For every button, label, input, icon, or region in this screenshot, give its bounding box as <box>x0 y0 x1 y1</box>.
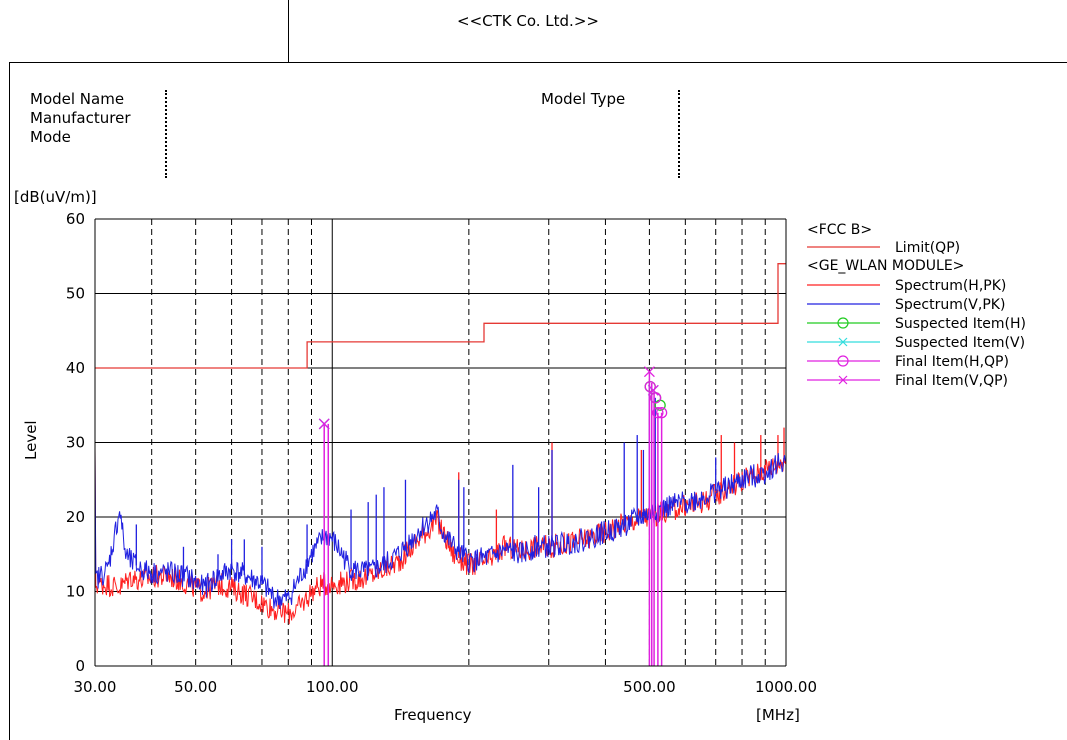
marker-x <box>643 366 655 378</box>
legend-marker-circle <box>837 317 849 329</box>
y-tick-label: 60 <box>66 210 85 228</box>
legend-entry-label: Spectrum(V,PK) <box>895 297 1005 313</box>
marker-x <box>318 418 330 430</box>
header-divider <box>288 62 1067 63</box>
legend-marker-x <box>838 375 848 385</box>
y-tick-label: 40 <box>66 359 85 377</box>
chart-data-layer <box>94 263 787 666</box>
manufacturer-label: Manufacturer <box>30 109 131 127</box>
x-axis-title: Frequency <box>394 706 472 724</box>
x-tick-label: 50.00 <box>174 678 217 696</box>
y-tick-label: 30 <box>66 434 85 452</box>
mode-label: Mode <box>30 128 71 146</box>
marker-circle <box>652 407 664 419</box>
legend-entry-label: Suspected Item(H) <box>895 316 1026 332</box>
y-tick-label: 0 <box>75 657 85 675</box>
company-header: <<CTK Co. Ltd.>> <box>457 12 599 30</box>
info-colon-dots-right <box>678 90 680 178</box>
series-limit-line <box>95 263 786 369</box>
info-colon-dots-left <box>165 90 167 178</box>
model-type-label: Model Type <box>541 90 626 108</box>
x-tick-label: 1000.00 <box>755 678 817 696</box>
legend-entry-label: Final Item(H,QP) <box>895 354 1009 370</box>
x-tick-label: 500.00 <box>623 678 676 696</box>
legend-marker-circle <box>837 355 849 367</box>
marker-circle <box>644 380 656 393</box>
y-unit-label: [dB(uV/m)] <box>14 188 97 206</box>
x-unit-label: [MHz] <box>756 706 800 724</box>
legend-entry-label: Spectrum(H,PK) <box>895 278 1006 294</box>
series-spectrum-v <box>94 450 786 610</box>
y-tick-label: 20 <box>66 508 85 526</box>
legend-entry-label: Suspected Item(V) <box>895 335 1025 351</box>
marker-circle <box>655 407 668 419</box>
chart-grid <box>95 218 786 667</box>
chart-legend: <FCC B> Limit(QP) <GE_WLAN MODULE> Spectrum… <box>807 222 1026 389</box>
legend-group-label: <GE_WLAN MODULE> <box>807 258 964 274</box>
chart-axis-layer: 0 10 20 30 40 50 60 30.00 50.00 100.00 500.00 1000.… <box>66 210 817 696</box>
legend-group-label: <FCC B> <box>807 222 872 238</box>
legend-entry-label: Final Item(V,QP) <box>895 373 1008 389</box>
marker-x <box>647 384 659 396</box>
model-name-label: Model Name <box>30 90 125 108</box>
legend-entry-label: Limit(QP) <box>895 240 960 256</box>
series-spectrum-h <box>94 447 787 625</box>
x-tick-label: 100.00 <box>306 678 359 696</box>
left-border <box>9 62 10 740</box>
legend-marker-x <box>838 337 848 347</box>
header-left-box <box>9 0 289 63</box>
y-tick-label: 10 <box>66 583 85 601</box>
x-tick-label: 30.00 <box>74 678 117 696</box>
y-tick-label: 50 <box>66 285 85 303</box>
